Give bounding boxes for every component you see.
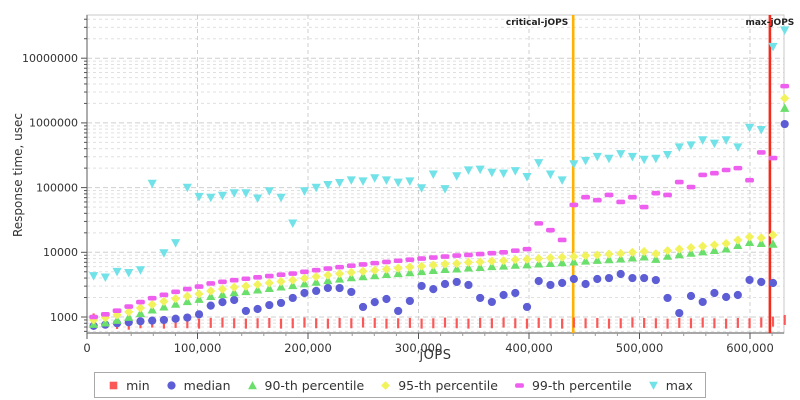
chart-legend: min median 90-th percentile 95-th percentil… <box>0 372 800 398</box>
series-90-th percentile <box>89 103 790 328</box>
annotation-max-jOPS: max-jOPS <box>745 15 794 333</box>
legend-item-95-th: 95-th percentile <box>379 378 498 393</box>
legend-label: min <box>126 377 150 393</box>
legend-marker-triangle-down-icon <box>648 381 658 390</box>
x-tick-label: 400,000 <box>505 341 553 355</box>
y-tick-label: 1000 <box>50 311 78 324</box>
series-99-th percentile <box>89 83 790 320</box>
legend-label: max <box>665 377 693 393</box>
legend-label: 95-th percentile <box>398 377 498 393</box>
legend-label: 99-th percentile <box>531 377 632 393</box>
y-tick-label: 1000000 <box>29 117 78 130</box>
legend-marker-hbar-icon <box>515 382 524 388</box>
x-tick-label: 300,000 <box>395 341 443 355</box>
legend-item-90-th: 90-th percentile <box>246 377 365 393</box>
grid-lines <box>87 15 784 333</box>
x-axis-ticks: 0 100,000 200,000 300,000 400,000 500,000 600,… <box>83 333 774 355</box>
x-tick-label: 100,000 <box>174 341 222 355</box>
legend-item-min: min <box>107 378 150 393</box>
series-95-th percentile <box>89 93 790 325</box>
legend-item-max: max <box>647 378 693 393</box>
legend-label: 90-th percentile <box>264 377 365 393</box>
legend-box: min median 90-th percentile 95-th percentil… <box>94 372 706 398</box>
y-tick-label: 10000000 <box>22 52 78 65</box>
legend-item-99-th: 99-th percentile <box>513 378 632 393</box>
y-axis-label: Response time, usec <box>11 112 25 238</box>
x-tick-label: 0 <box>83 341 90 355</box>
x-tick-label: 200,000 <box>284 341 332 355</box>
x-tick-label: 600,000 <box>726 341 774 355</box>
x-axis-label: jOPS <box>419 348 452 363</box>
legend-marker-circle-icon <box>167 380 176 390</box>
y-axis-ticks: 1000 10000 100000 1000000 10000000 <box>22 18 87 332</box>
y-tick-label: 100000 <box>36 181 78 194</box>
legend-marker-triangle-up-icon <box>247 380 257 389</box>
series-max <box>89 26 790 282</box>
annotation-label: critical-jOPS <box>506 18 568 28</box>
legend-marker-diamond-icon <box>381 380 391 390</box>
x-tick-label: 500,000 <box>616 341 664 355</box>
annotation-label: max-jOPS <box>745 18 794 28</box>
legend-item-median: median <box>165 378 231 393</box>
series-median <box>89 119 789 330</box>
legend-label: median <box>183 377 231 393</box>
legend-marker-square-icon <box>109 381 118 389</box>
y-tick-label: 10000 <box>43 246 78 259</box>
